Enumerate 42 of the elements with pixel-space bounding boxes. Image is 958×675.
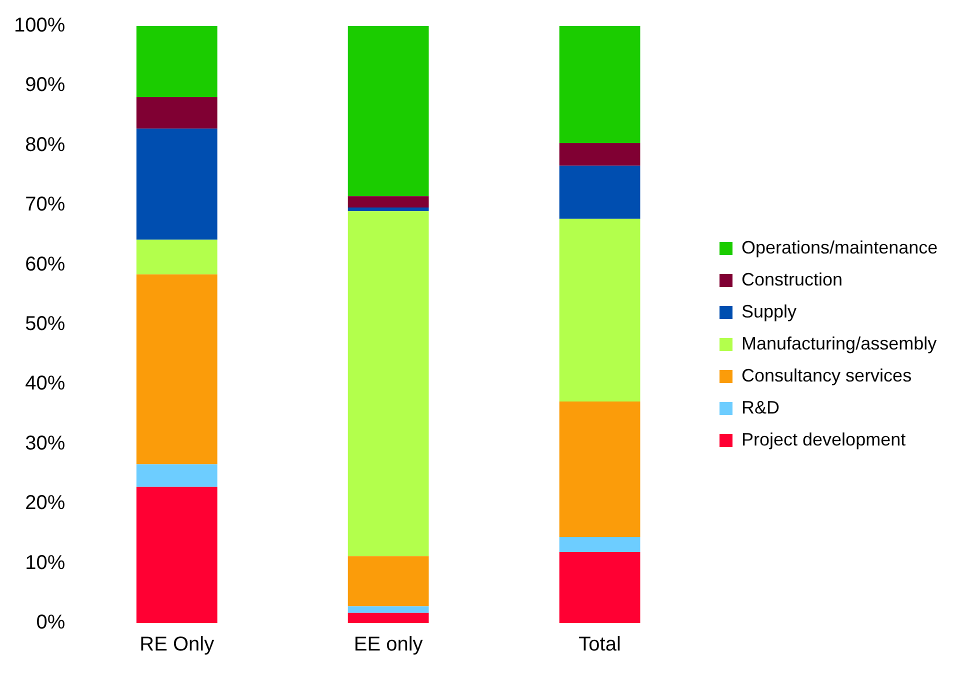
y-tick-label: 50% bbox=[25, 313, 66, 336]
bar bbox=[136, 26, 218, 98]
x-tick-label: EE only bbox=[354, 634, 423, 656]
x-tick-label: Total bbox=[578, 634, 621, 656]
bar bbox=[559, 552, 640, 623]
y-tick-label: 90% bbox=[25, 74, 66, 96]
bar bbox=[136, 97, 218, 129]
bar bbox=[348, 196, 429, 208]
legend-label: Supply bbox=[742, 301, 797, 322]
y-tick-label: 70% bbox=[25, 194, 66, 216]
y-tick-label: 30% bbox=[25, 432, 66, 454]
legend-label: Project development bbox=[742, 429, 906, 450]
bar bbox=[559, 537, 640, 552]
bar bbox=[559, 26, 640, 144]
bar bbox=[559, 218, 640, 402]
bar bbox=[136, 486, 218, 623]
y-tick-label: 80% bbox=[25, 134, 66, 156]
legend-label: Construction bbox=[742, 269, 843, 290]
y-tick-label: 60% bbox=[25, 253, 66, 276]
legend-label: Manufacturing/assembly bbox=[742, 333, 937, 354]
bar bbox=[348, 207, 429, 212]
bar bbox=[136, 464, 218, 487]
bar bbox=[559, 166, 640, 219]
bar bbox=[559, 402, 640, 538]
y-tick-label: 0% bbox=[36, 612, 66, 634]
y-tick-label: 40% bbox=[25, 372, 66, 395]
legend-label: Consultancy services bbox=[742, 365, 912, 386]
x-tick-label: RE Only bbox=[140, 634, 214, 656]
bar bbox=[348, 606, 429, 613]
bar bbox=[348, 612, 429, 623]
y-tick-label: 10% bbox=[25, 552, 66, 574]
bar bbox=[348, 26, 429, 196]
y-tick-label: 100% bbox=[14, 14, 66, 37]
bar bbox=[136, 128, 218, 240]
legend-label: R&D bbox=[742, 397, 780, 418]
bar bbox=[136, 274, 218, 464]
bar bbox=[348, 211, 429, 556]
bar bbox=[136, 240, 218, 274]
bar bbox=[348, 556, 429, 606]
bar bbox=[559, 143, 640, 166]
y-tick-label: 20% bbox=[25, 492, 66, 514]
legend-label: Operations/maintenance bbox=[742, 237, 938, 258]
